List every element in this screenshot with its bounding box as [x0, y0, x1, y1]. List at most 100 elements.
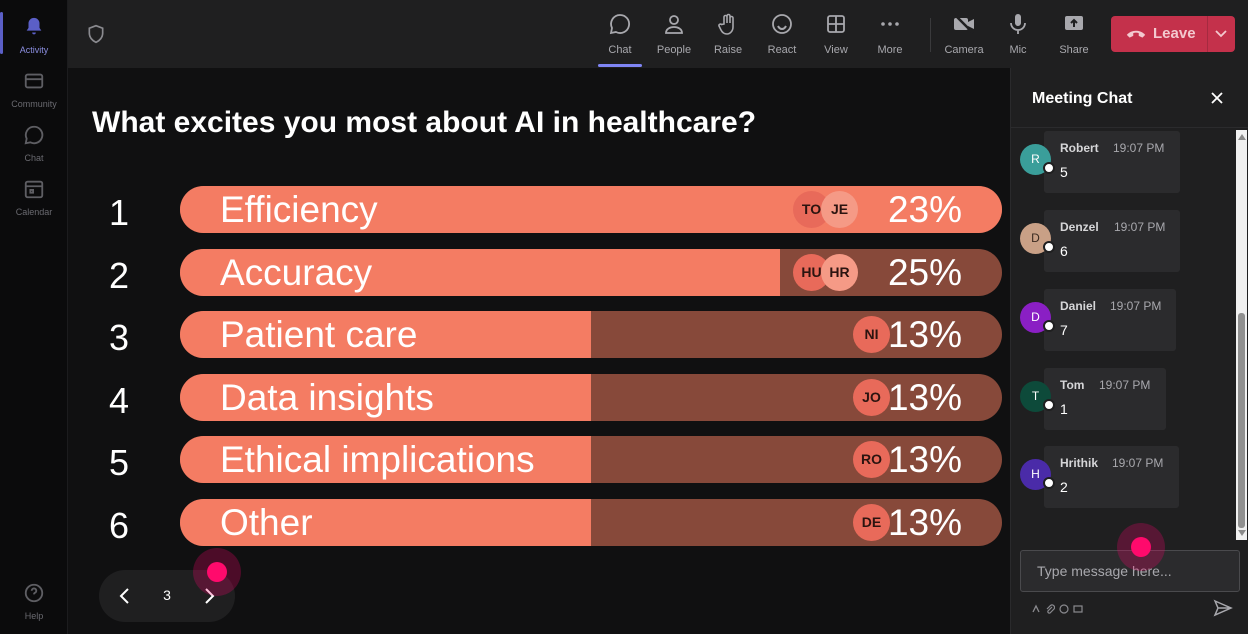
- option-percent: 25%: [887, 252, 962, 293]
- chat-message: Denzel 19:07 PM 6 D: [1011, 210, 1241, 272]
- scroll-up-arrow-icon[interactable]: [1238, 134, 1246, 140]
- chat-scrollbar[interactable]: [1236, 130, 1247, 540]
- send-icon[interactable]: [1213, 598, 1233, 618]
- option-number: 6: [108, 505, 130, 546]
- option-bar[interactable]: Other DE 13%: [180, 499, 1002, 546]
- message-text: 1: [1060, 401, 1068, 417]
- raise-hand-button-label: Raise: [713, 44, 743, 56]
- app-rail: Activity Community Chat Calendar Help: [0, 0, 68, 634]
- message-bubble[interactable]: Daniel 19:07 PM 7: [1044, 289, 1176, 351]
- chat-button[interactable]: Chat: [594, 10, 646, 67]
- rail-item-activity[interactable]: Activity: [0, 8, 68, 58]
- option-number: 1: [108, 192, 130, 233]
- option-bar-fill: [180, 436, 591, 483]
- rail-item-chat[interactable]: Chat: [0, 116, 68, 166]
- option-percent: 13%: [887, 377, 962, 418]
- chevron-down-icon[interactable]: [1213, 27, 1229, 41]
- message-text: 6: [1060, 243, 1068, 259]
- message-text: 7: [1060, 322, 1068, 338]
- option-number: 5: [108, 442, 130, 483]
- option-bar-fill: [180, 311, 591, 358]
- voter-avatar[interactable]: NI: [853, 316, 890, 353]
- voter-avatar[interactable]: RO: [853, 441, 890, 478]
- scrollbar-thumb[interactable]: [1238, 313, 1245, 528]
- more-button[interactable]: More: [864, 10, 916, 62]
- voter-avatar[interactable]: HR: [821, 254, 858, 291]
- share-screen-icon: [1065, 16, 1083, 30]
- bell-icon: [26, 17, 42, 35]
- option-bar-fill: [180, 499, 591, 546]
- message-time: 19:07 PM: [1114, 220, 1166, 234]
- chat-message-input[interactable]: [1020, 550, 1240, 592]
- chevron-left-icon[interactable]: [115, 586, 135, 606]
- option-number: 3: [108, 317, 130, 358]
- rail-item-label: Chat: [24, 153, 44, 163]
- leave-button[interactable]: Leave: [1111, 16, 1235, 52]
- share-button[interactable]: Share: [1048, 10, 1100, 62]
- chat-message: Robert 19:07 PM 5 R: [1011, 131, 1241, 193]
- rail-item-label: Community: [11, 99, 57, 109]
- option-bar[interactable]: Ethical implications RO 13%: [180, 436, 1002, 483]
- format-icon[interactable]: [1031, 604, 1041, 614]
- message-bubble[interactable]: Robert 19:07 PM 5: [1044, 131, 1180, 193]
- meeting-chat-panel: Meeting Chat Robert 19:07 PM 5 R Denzel 19:07…: [1010, 68, 1248, 634]
- rail-item-community[interactable]: Community: [0, 62, 68, 112]
- option-bar[interactable]: Efficiency TO JE 23%: [180, 186, 1002, 233]
- voter-avatar[interactable]: JO: [853, 379, 890, 416]
- camera-button[interactable]: Camera: [938, 10, 990, 62]
- emoji-icon[interactable]: [1059, 604, 1069, 614]
- view-button[interactable]: View: [810, 10, 862, 62]
- message-bubble[interactable]: Denzel 19:07 PM 6: [1044, 210, 1180, 272]
- poll-option-row: 1 Efficiency TO JE 23%: [68, 186, 1010, 234]
- help-icon: [24, 583, 44, 603]
- chat-header: Meeting Chat: [1011, 68, 1248, 128]
- message-time: 19:07 PM: [1099, 378, 1151, 392]
- mic-button-label: Mic: [1009, 44, 1027, 56]
- presence-status-icon: [1043, 477, 1055, 489]
- view-button-label: View: [824, 44, 848, 56]
- message-bubble[interactable]: Tom 19:07 PM 1: [1044, 368, 1166, 430]
- mic-icon: [1010, 14, 1026, 34]
- poll-option-row: 6 Other DE 13%: [68, 499, 1010, 547]
- page-number: 3: [163, 587, 171, 603]
- attach-icon[interactable]: [1045, 604, 1055, 614]
- chat-icon: [24, 125, 44, 145]
- message-bubble[interactable]: Hrithik 19:07 PM 2: [1044, 446, 1179, 508]
- camera-off-icon: [954, 14, 974, 34]
- people-button[interactable]: People: [648, 10, 700, 62]
- hang-up-icon: [1126, 30, 1146, 38]
- mic-button[interactable]: Mic: [992, 10, 1044, 62]
- gif-icon[interactable]: [1073, 604, 1083, 614]
- option-bar[interactable]: Data insights JO 13%: [180, 374, 1002, 421]
- react-button[interactable]: React: [756, 10, 808, 62]
- share-button-label: Share: [1059, 44, 1089, 56]
- rail-item-label: Activity: [19, 45, 49, 55]
- message-time: 19:07 PM: [1112, 456, 1164, 470]
- sender-name: Daniel: [1060, 299, 1097, 313]
- chat-button-label: Chat: [608, 44, 632, 56]
- leave-button-label: Leave: [1153, 25, 1196, 42]
- voter-avatar[interactable]: DE: [853, 504, 890, 541]
- calendar-icon: [24, 180, 44, 199]
- chat-title: Meeting Chat: [1032, 90, 1133, 107]
- poll-stage: What excites you most about AI in health…: [68, 68, 1010, 634]
- people-button-label: People: [656, 44, 692, 56]
- poll-option-row: 3 Patient care NI 13%: [68, 311, 1010, 359]
- chevron-right-icon[interactable]: [199, 586, 219, 606]
- rail-item-calendar[interactable]: Calendar: [0, 170, 68, 220]
- toolbar-divider: [930, 18, 931, 52]
- scroll-down-arrow-icon[interactable]: [1238, 530, 1246, 536]
- voter-avatar[interactable]: JE: [821, 191, 858, 228]
- hand-icon: [718, 13, 734, 35]
- message-time: 19:07 PM: [1113, 141, 1165, 155]
- community-icon: [24, 73, 44, 89]
- close-icon[interactable]: [1209, 90, 1225, 106]
- leave-divider: [1207, 16, 1208, 52]
- option-bar[interactable]: Accuracy HU HR 25%: [180, 249, 1002, 296]
- rail-item-help[interactable]: Help: [0, 574, 68, 624]
- raise-hand-button[interactable]: Raise: [702, 10, 754, 62]
- chat-icon: [609, 14, 631, 35]
- option-bar[interactable]: Patient care NI 13%: [180, 311, 1002, 358]
- shield-icon[interactable]: [86, 24, 106, 44]
